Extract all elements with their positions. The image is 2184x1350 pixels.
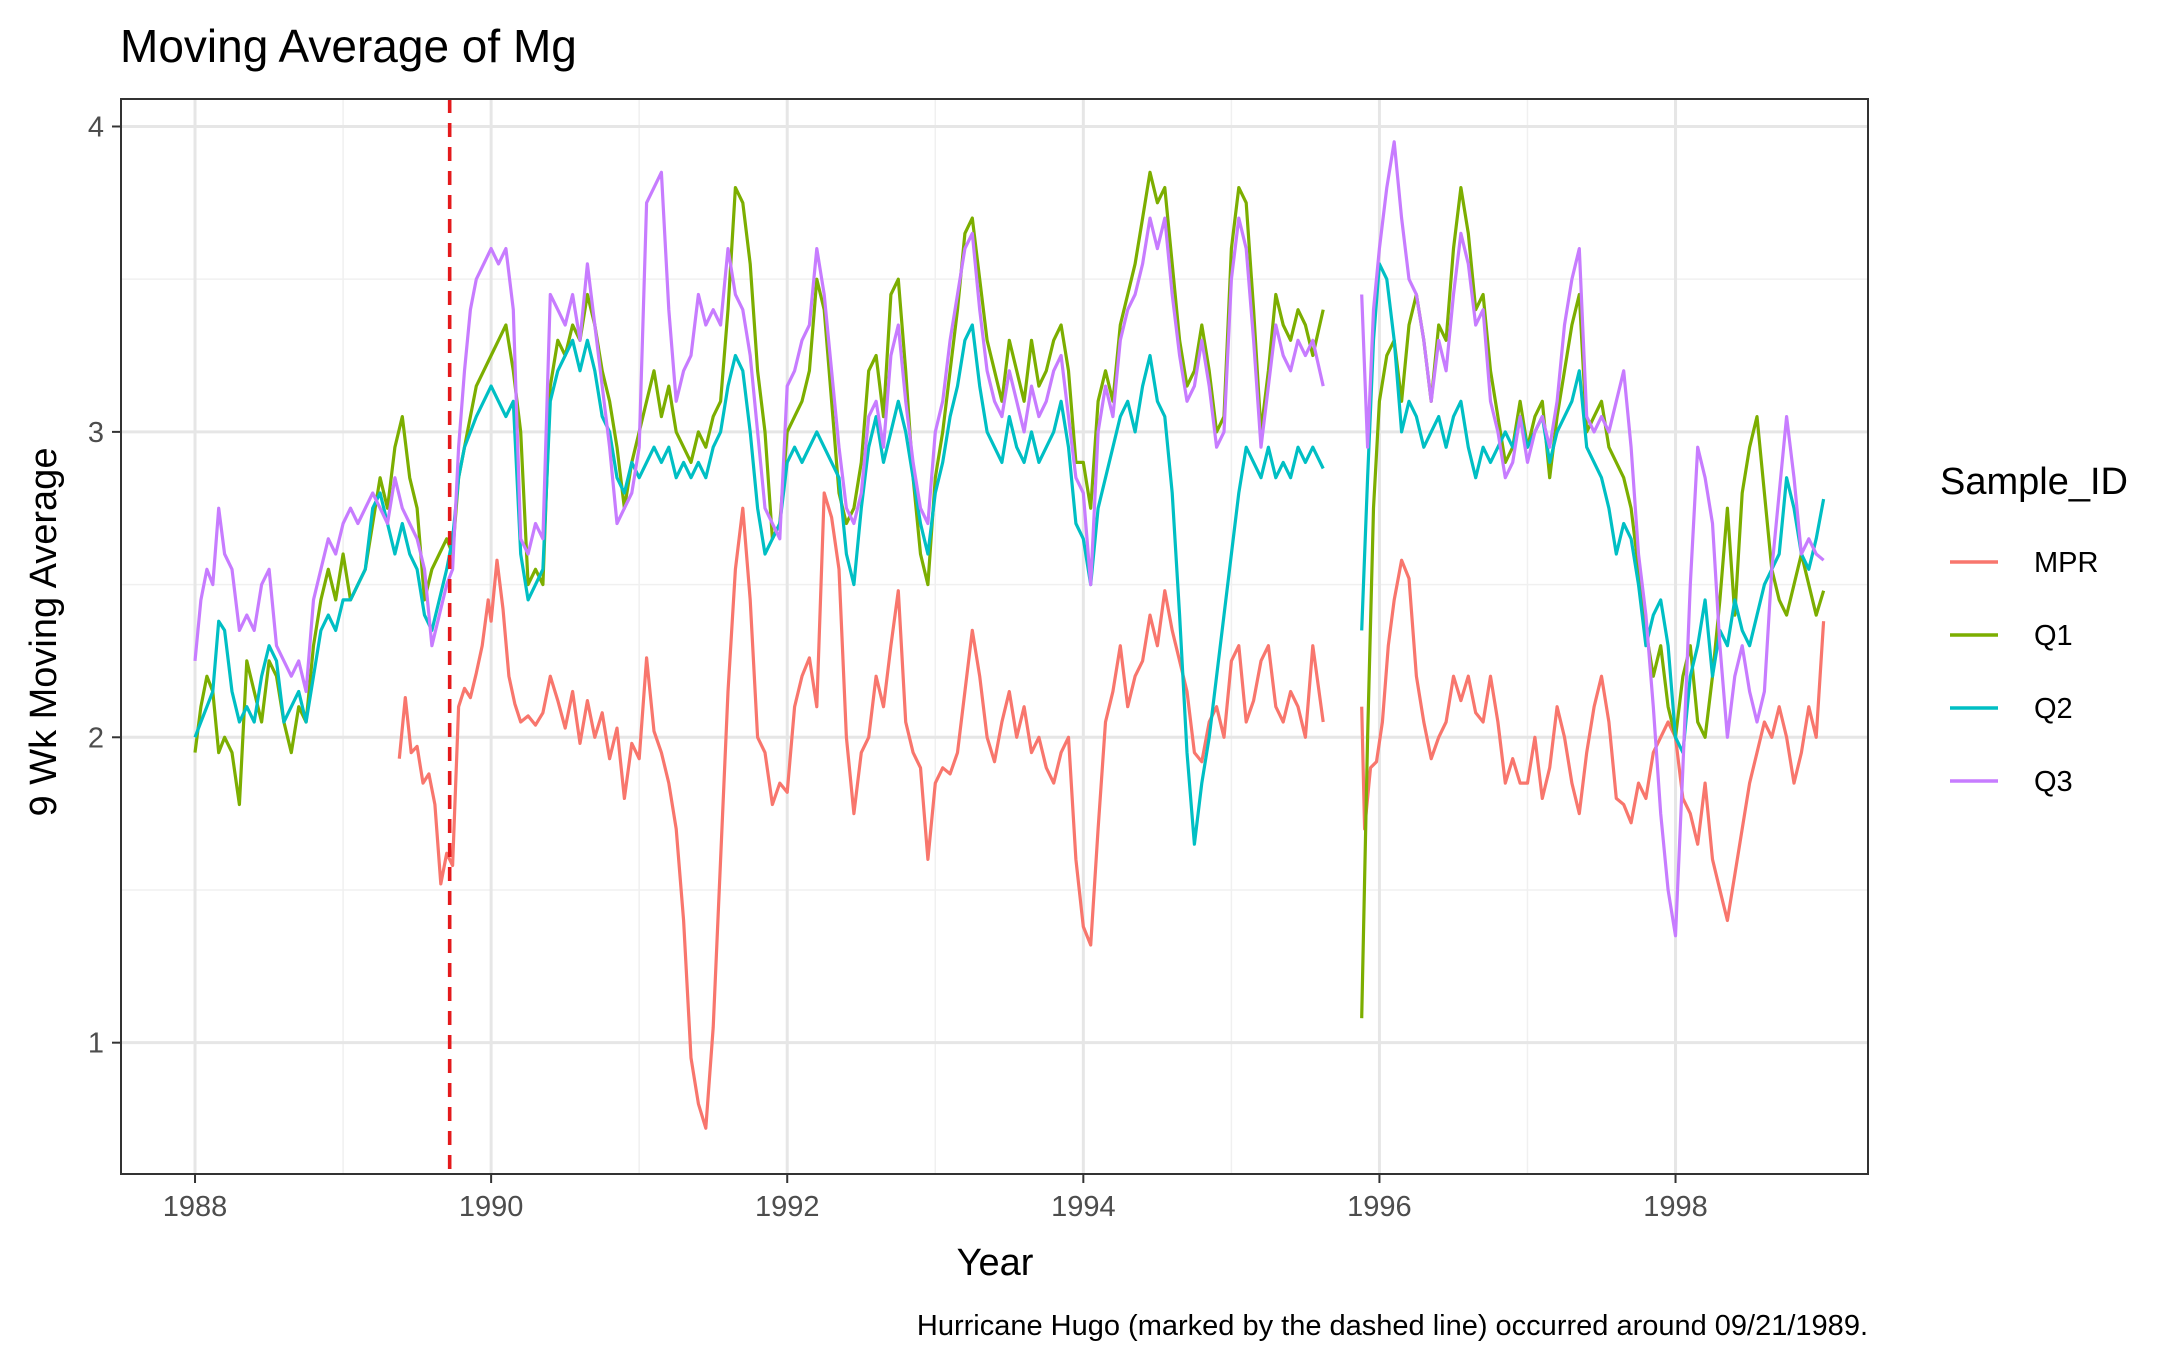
y-axis: 1 2 3 4 xyxy=(88,111,121,1060)
panel-border xyxy=(120,98,1869,1175)
series-line-q2 xyxy=(193,323,1325,846)
x-tick-label: 1992 xyxy=(755,1191,820,1223)
legend-label-q3: Q3 xyxy=(2034,766,2073,798)
x-axis: 1988 1990 1992 1994 1996 1998 xyxy=(163,1174,1708,1223)
caption: Hurricane Hugo (marked by the dashed lin… xyxy=(917,1310,1868,1342)
series-line-mpr xyxy=(397,491,1325,1130)
series-line-q3 xyxy=(1360,140,1825,938)
legend: Sample_ID MPR Q1 Q2 Q3 xyxy=(1940,461,2128,798)
panel-background xyxy=(121,99,1868,1174)
y-tick-label: 1 xyxy=(88,1028,104,1060)
plot-panel xyxy=(120,98,1869,1175)
y-axis-label: 9 Wk Moving Average xyxy=(23,448,65,817)
series-line-mpr xyxy=(1360,558,1826,923)
y-tick-label: 3 xyxy=(88,417,104,449)
series-line-q3 xyxy=(193,170,1325,694)
x-tick-label: 1994 xyxy=(1051,1191,1116,1223)
legend-title: Sample_ID xyxy=(1940,461,2128,503)
series-line-q2 xyxy=(1360,262,1826,755)
x-tick-label: 1996 xyxy=(1347,1191,1412,1223)
series-line-q1 xyxy=(193,170,1325,807)
x-tick-label: 1990 xyxy=(459,1191,524,1223)
x-tick-label: 1998 xyxy=(1643,1191,1708,1223)
legend-label-mpr: MPR xyxy=(2034,547,2098,579)
x-axis-label: Year xyxy=(957,1242,1034,1284)
y-tick-label: 4 xyxy=(88,111,104,143)
legend-label-q1: Q1 xyxy=(2034,620,2073,652)
y-tick-label: 2 xyxy=(88,722,104,754)
legend-label-q2: Q2 xyxy=(2034,693,2073,725)
x-tick-label: 1988 xyxy=(163,1191,228,1223)
chart-title: Moving Average of Mg xyxy=(120,20,577,72)
